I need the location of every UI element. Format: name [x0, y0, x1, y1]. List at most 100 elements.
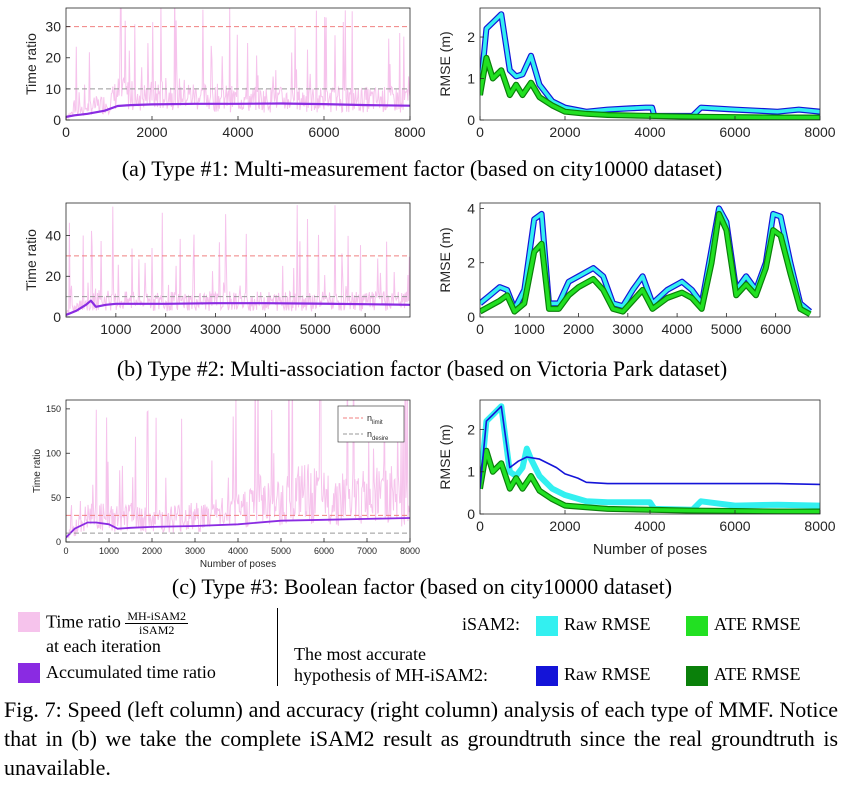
x-tick-label: 2000: [549, 124, 580, 140]
chart-b-left: 1000 2000 3000 4000 5000 6000 0 20 40 Time ratio: [23, 202, 411, 337]
x-tick-label: 1000: [99, 546, 119, 556]
x-tick-label: 6000: [719, 124, 750, 140]
y-axis-label: Time ratio: [23, 229, 39, 291]
time-ratio-suffix: at each iteration: [46, 636, 161, 656]
mh-ate-swatch: [686, 666, 708, 686]
caption-c: (c) Type #3: Boolean factor (based on ci…: [171, 574, 673, 599]
x-tick-label: 0: [476, 321, 484, 337]
x-tick-label: 6000: [314, 546, 334, 556]
plot-marks: [480, 205, 813, 317]
series-1-line: [66, 102, 410, 118]
plot-marks: [66, 205, 410, 317]
fraction-numerator: MH-iSAM2: [125, 609, 189, 624]
series-1-line: [480, 448, 820, 514]
series-1-line: [66, 517, 410, 539]
most-accurate-line2: hypothesis of MH-iSAM2:: [294, 665, 489, 685]
x-tick-label: 3000: [612, 321, 643, 337]
isam2-raw-label: Raw RMSE: [564, 614, 651, 634]
y-tick-label: 30: [45, 19, 61, 35]
x-tick-label: 5000: [300, 321, 331, 337]
x-tick-label: 6000: [719, 518, 750, 534]
time-ratio-fraction: MH-iSAM2 iSAM2: [125, 609, 189, 637]
y-tick-label: 1: [467, 70, 475, 86]
x-axis-label: Number of poses: [593, 541, 707, 558]
isam2-label: iSAM2:: [462, 614, 521, 634]
plot-marks: [480, 403, 820, 514]
y-tick-label: 2: [467, 255, 475, 271]
y-axis-label: Time ratio: [32, 449, 43, 494]
chart-legend-subscript: limit: [372, 420, 383, 426]
plot-marks: [480, 11, 820, 120]
chart-a-left: 0 2000 4000 6000 8000 0 10 20 30 Time ratio: [23, 7, 426, 140]
series-1-line: [480, 56, 820, 120]
y-tick-label: 0: [53, 309, 61, 325]
x-tick-label: 5000: [711, 321, 742, 337]
x-tick-label: 8000: [400, 546, 420, 556]
chart-c-left: 0 1000 2000 3000 4000 5000 6000 7000 8000 0 50 100 1…: [32, 399, 420, 570]
series-0-time-ratio: [66, 8, 410, 120]
x-tick-label: 2000: [563, 321, 594, 337]
time-ratio-entry: Time ratio MH-iSAM2 iSAM2: [46, 609, 189, 637]
x-tick-label: 4000: [228, 546, 248, 556]
x-tick-label: 0: [63, 546, 68, 556]
y-axis-label: RMSE (m): [437, 227, 453, 292]
plot-area: [480, 8, 820, 120]
chart-legend-box: [337, 405, 405, 443]
x-tick-label: 7000: [357, 546, 377, 556]
chart-legend-subscript: desire: [372, 436, 389, 442]
isam2-raw-swatch: [536, 616, 558, 636]
y-tick-label: 0: [467, 309, 475, 325]
series-1-line: [480, 212, 811, 316]
x-tick-label: 6000: [350, 321, 381, 337]
most-accurate-line1: The most accurate: [294, 644, 426, 664]
mh-raw-label: Raw RMSE: [564, 664, 651, 684]
y-tick-label: 150: [46, 404, 61, 414]
x-tick-label: 2000: [136, 124, 167, 140]
x-tick-label: 6000: [308, 124, 339, 140]
series-2-line: [480, 405, 820, 489]
chart-a-right: 0 2000 4000 6000 8000 0 1 2 RMSE (m): [437, 7, 836, 140]
x-tick-label: 3000: [185, 546, 205, 556]
x-tick-label: 0: [476, 124, 484, 140]
x-tick-label: 4000: [250, 321, 281, 337]
y-tick-label: 50: [51, 493, 61, 503]
y-tick-label: 10: [45, 81, 61, 97]
x-tick-label: 5000: [271, 546, 291, 556]
legend-divider: [277, 608, 278, 686]
mh-ate-label: ATE RMSE: [714, 664, 801, 684]
caption-b: (b) Type #2: Multi-association factor (b…: [116, 356, 728, 381]
y-tick-label: 100: [46, 448, 61, 458]
x-axis-label: Number of poses: [200, 559, 276, 570]
plot-area: [480, 400, 820, 514]
x-tick-label: 0: [62, 124, 70, 140]
chart-c-right: 0 2000 4000 6000 8000 0 1 2 RMSE (m) Number of po…: [437, 399, 836, 558]
x-tick-label: 4000: [634, 124, 665, 140]
x-tick-label: 3000: [200, 321, 231, 337]
series-0-time-ratio: [66, 205, 410, 317]
y-axis-label: Time ratio: [23, 33, 39, 95]
x-tick-label: 2000: [150, 321, 181, 337]
x-tick-label: 4000: [662, 321, 693, 337]
axes-box: [65, 202, 411, 318]
y-tick-label: 4: [467, 200, 475, 216]
chart-b-right: 0 1000 2000 3000 4000 5000 6000 0 2 4 RMSE (m): [437, 200, 821, 337]
x-tick-label: 4000: [634, 518, 665, 534]
caption-a: (a) Type #1: Multi-measurement factor (b…: [121, 156, 723, 181]
x-tick-label: 0: [476, 518, 484, 534]
x-tick-label: 8000: [804, 518, 835, 534]
series-1-line: [66, 299, 410, 317]
y-axis-label: RMSE (m): [437, 31, 453, 96]
figure-caption: Fig. 7: Speed (left column) and accuracy…: [4, 697, 838, 780]
y-tick-label: 0: [53, 112, 61, 128]
y-tick-label: 20: [45, 50, 61, 66]
y-tick-label: 0: [467, 112, 475, 128]
figure-legend: Time ratio MH-iSAM2 iSAM2 at each iterat…: [0, 608, 844, 688]
y-tick-label: 40: [45, 227, 61, 243]
mh-raw-swatch: [536, 666, 558, 686]
time-ratio-label: Time ratio: [46, 611, 121, 632]
y-tick-label: 1: [467, 464, 475, 480]
x-tick-label: 1000: [514, 321, 545, 337]
y-tick-label: 20: [45, 268, 61, 284]
x-tick-label: 4000: [222, 124, 253, 140]
